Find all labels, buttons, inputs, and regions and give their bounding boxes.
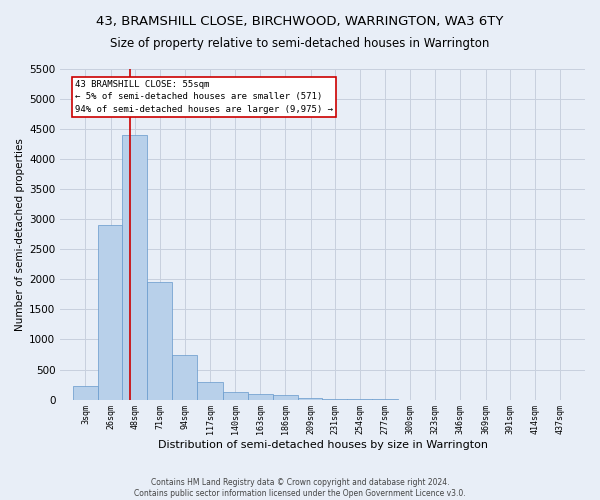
Text: Contains HM Land Registry data © Crown copyright and database right 2024.
Contai: Contains HM Land Registry data © Crown c… — [134, 478, 466, 498]
Bar — [248, 394, 273, 400]
Bar — [98, 226, 122, 400]
Bar — [197, 382, 223, 400]
Bar — [273, 396, 298, 400]
X-axis label: Distribution of semi-detached houses by size in Warrington: Distribution of semi-detached houses by … — [158, 440, 488, 450]
Y-axis label: Number of semi-detached properties: Number of semi-detached properties — [15, 138, 25, 330]
Bar — [73, 386, 98, 400]
Text: Size of property relative to semi-detached houses in Warrington: Size of property relative to semi-detach… — [110, 38, 490, 51]
Bar — [122, 135, 147, 400]
Text: 43, BRAMSHILL CLOSE, BIRCHWOOD, WARRINGTON, WA3 6TY: 43, BRAMSHILL CLOSE, BIRCHWOOD, WARRINGT… — [97, 15, 503, 28]
Text: 43 BRAMSHILL CLOSE: 55sqm
← 5% of semi-detached houses are smaller (571)
94% of : 43 BRAMSHILL CLOSE: 55sqm ← 5% of semi-d… — [75, 80, 333, 114]
Bar — [147, 282, 172, 400]
Bar — [172, 354, 197, 400]
Bar — [322, 399, 347, 400]
Bar — [298, 398, 322, 400]
Bar — [223, 392, 248, 400]
